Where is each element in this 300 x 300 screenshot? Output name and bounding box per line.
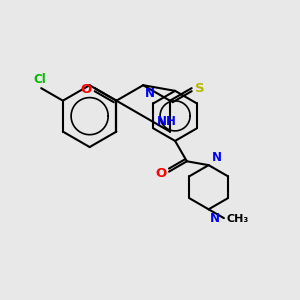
Text: NH: NH [157,115,177,128]
Text: Cl: Cl [33,73,46,86]
Text: CH₃: CH₃ [226,214,248,224]
Text: N: N [212,151,222,164]
Text: N: N [145,87,155,100]
Text: O: O [80,83,92,96]
Text: S: S [195,82,204,95]
Text: O: O [155,167,167,180]
Text: N: N [210,212,220,225]
